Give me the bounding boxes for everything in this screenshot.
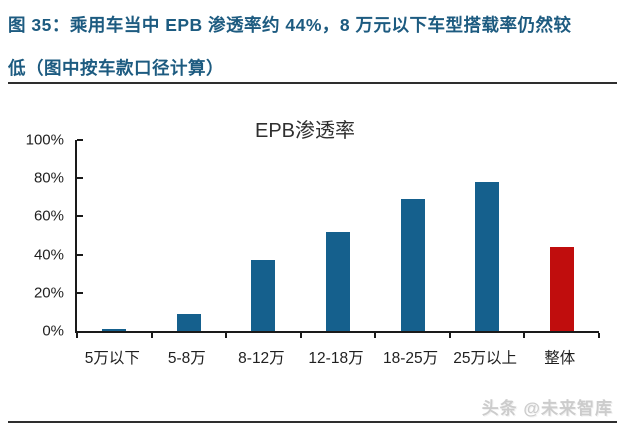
y-axis-tick-label: 40%: [33, 246, 64, 264]
bar-12-18万: [326, 231, 350, 331]
x-axis-category-label: 25万以上: [453, 350, 518, 367]
x-axis-category-label: 18-25万: [382, 350, 439, 367]
x-axis-tick: [598, 333, 600, 338]
x-axis-category-label: 12-18万: [308, 350, 364, 367]
bar-25万以上: [475, 182, 500, 331]
y-axis-tick: [77, 291, 83, 294]
x-axis-category-label: 5万以下: [84, 350, 140, 367]
bar-18-25万: [400, 199, 425, 331]
x-axis-tick: [225, 333, 228, 338]
bar-整体: [549, 246, 574, 331]
y-axis-tick: [77, 253, 83, 256]
y-axis-tick-label: 80%: [33, 169, 64, 187]
x-axis-tick: [150, 333, 153, 338]
bar-5万以下: [102, 329, 127, 331]
x-axis-tick: [448, 333, 451, 338]
figure-caption-line2: 低（图中按车款口径计算）: [8, 58, 224, 78]
bar-8-12万: [251, 260, 276, 331]
figure-caption: 图 35：乘用车当中 EPB 渗透率约 44%，8 万元以下车型搭载率仍然较 低…: [8, 4, 618, 90]
y-axis-tick: [77, 139, 83, 141]
caption-divider-line: [8, 82, 617, 84]
y-axis-tick: [77, 177, 83, 180]
x-axis-tick: [523, 333, 526, 338]
bar-5-8万: [176, 313, 201, 331]
x-axis-tick: [76, 333, 78, 338]
y-axis-tick-label: 60%: [33, 207, 64, 225]
y-axis-tick: [77, 215, 83, 218]
y-axis-tick-label: 20%: [33, 284, 64, 302]
figure-caption-line1: 图 35：乘用车当中 EPB 渗透率约 44%，8 万元以下车型搭载率仍然较: [8, 15, 572, 35]
watermark-text: 头条 @未来智库: [481, 399, 613, 418]
y-axis-tick-label: 100%: [25, 131, 64, 149]
y-axis-tick-label: 0%: [42, 322, 64, 340]
bottom-divider-line: [8, 421, 617, 423]
x-axis-tick: [374, 333, 377, 338]
x-axis-category-label: 5-8万: [167, 350, 206, 367]
chart-title: EPB渗透率: [254, 120, 356, 142]
bar-chart-plot-area: [75, 139, 600, 338]
x-axis-tick: [299, 333, 302, 338]
x-axis-category-label: 整体: [544, 350, 576, 367]
x-axis-category-label: 8-12万: [238, 350, 285, 367]
